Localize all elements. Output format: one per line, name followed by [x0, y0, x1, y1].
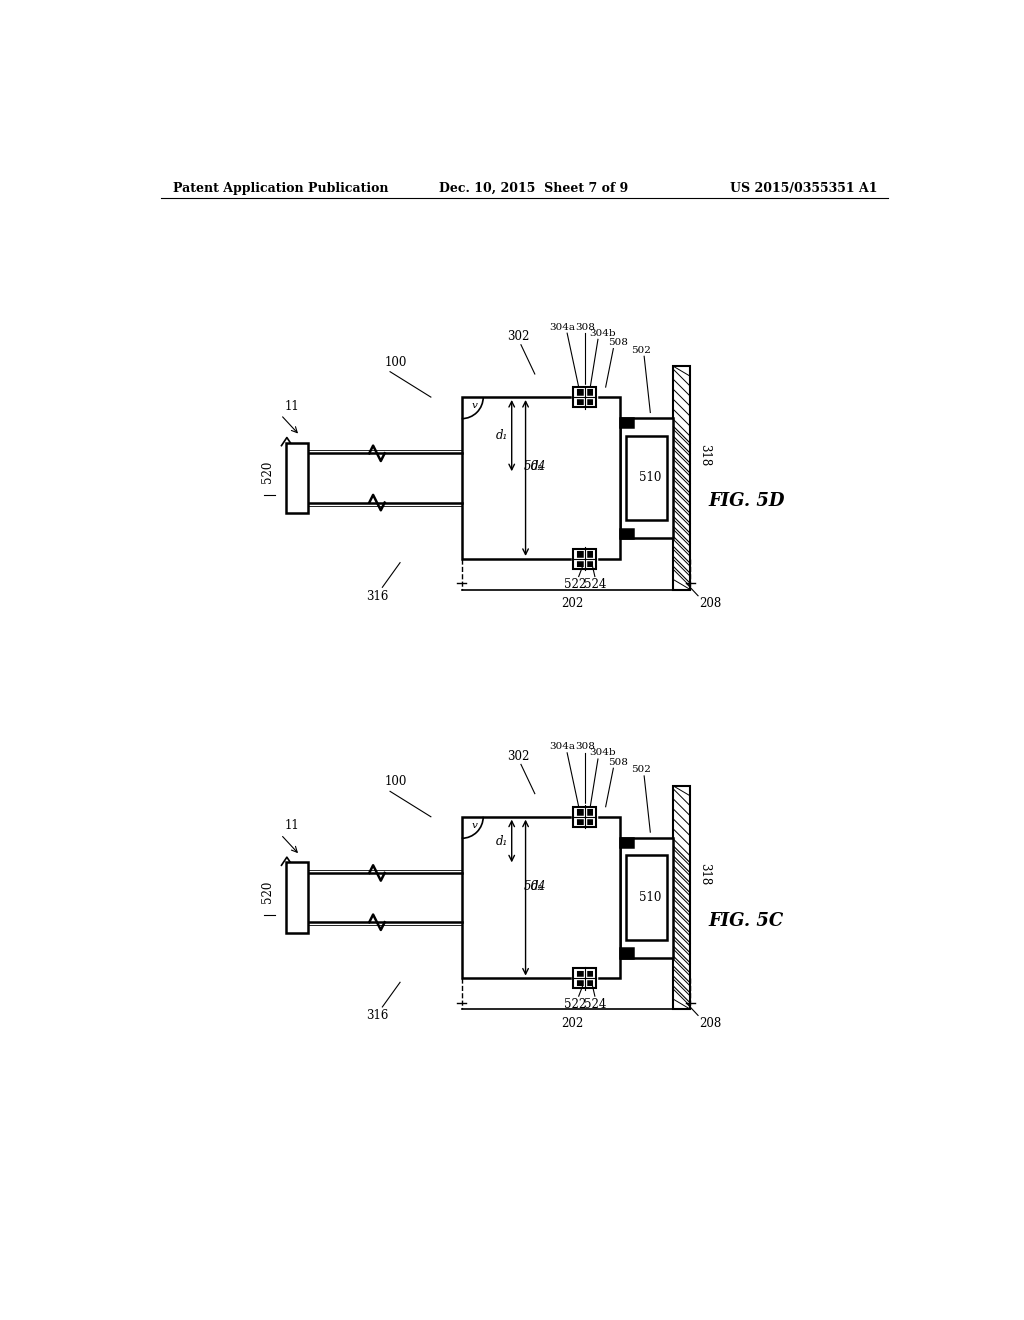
Text: 520: 520 — [261, 880, 274, 903]
FancyBboxPatch shape — [578, 552, 592, 566]
Text: 308: 308 — [574, 742, 595, 751]
Text: 318: 318 — [698, 444, 711, 466]
Text: 304a: 304a — [549, 742, 574, 751]
Text: 524: 524 — [584, 998, 606, 1011]
Text: 202: 202 — [561, 598, 584, 610]
Text: FIG. 5D: FIG. 5D — [708, 492, 784, 510]
Text: 11: 11 — [285, 820, 299, 832]
Text: 520: 520 — [261, 461, 274, 483]
Text: 304b: 304b — [589, 329, 615, 338]
Text: 318: 318 — [698, 863, 711, 886]
Text: 510: 510 — [639, 471, 662, 484]
Bar — [620, 418, 634, 428]
Text: 308: 308 — [574, 322, 595, 331]
Text: 524: 524 — [584, 578, 606, 591]
Text: 202: 202 — [561, 1016, 584, 1030]
Bar — [674, 785, 690, 1010]
Text: 522: 522 — [564, 578, 586, 591]
Text: 11: 11 — [285, 400, 299, 413]
Bar — [620, 948, 634, 958]
Bar — [573, 807, 596, 826]
Text: 100: 100 — [385, 775, 407, 788]
Text: 302: 302 — [507, 750, 529, 763]
Text: 208: 208 — [699, 1016, 722, 1030]
Text: 208: 208 — [699, 598, 722, 610]
Text: US 2015/0355351 A1: US 2015/0355351 A1 — [730, 182, 878, 194]
Text: v: v — [472, 401, 477, 411]
Text: d₂: d₂ — [531, 879, 543, 892]
Text: 304b: 304b — [589, 748, 615, 758]
Text: 316: 316 — [366, 1010, 388, 1022]
FancyBboxPatch shape — [578, 972, 592, 985]
Bar — [462, 397, 620, 558]
Text: 100: 100 — [385, 355, 407, 368]
Text: 304a: 304a — [549, 322, 574, 331]
Text: d₂: d₂ — [531, 459, 543, 473]
Text: d₁: d₁ — [496, 834, 508, 847]
Bar — [620, 838, 674, 958]
Bar — [286, 862, 307, 933]
Text: 504: 504 — [523, 459, 546, 473]
Bar — [286, 442, 307, 513]
Bar — [462, 817, 620, 978]
Text: 502: 502 — [631, 766, 651, 775]
Text: 504: 504 — [523, 879, 546, 892]
Text: d₁: d₁ — [496, 429, 508, 442]
Bar — [620, 838, 634, 847]
Text: 522: 522 — [564, 998, 586, 1011]
Text: 316: 316 — [366, 590, 388, 603]
Bar — [620, 529, 634, 539]
Bar — [573, 549, 596, 569]
FancyBboxPatch shape — [578, 810, 592, 824]
Bar — [626, 436, 668, 520]
Bar — [674, 367, 690, 590]
Text: 302: 302 — [507, 330, 529, 343]
Bar — [620, 418, 674, 539]
Bar — [573, 969, 596, 989]
Text: FIG. 5C: FIG. 5C — [708, 912, 783, 929]
Text: Patent Application Publication: Patent Application Publication — [173, 182, 388, 194]
Text: v: v — [472, 821, 477, 829]
Text: Dec. 10, 2015  Sheet 7 of 9: Dec. 10, 2015 Sheet 7 of 9 — [438, 182, 628, 194]
FancyBboxPatch shape — [578, 391, 592, 404]
Bar — [573, 387, 596, 407]
Text: 502: 502 — [631, 346, 651, 355]
Text: 510: 510 — [639, 891, 662, 904]
Text: 508: 508 — [608, 338, 628, 347]
Text: 508: 508 — [608, 758, 628, 767]
Bar — [626, 855, 668, 940]
